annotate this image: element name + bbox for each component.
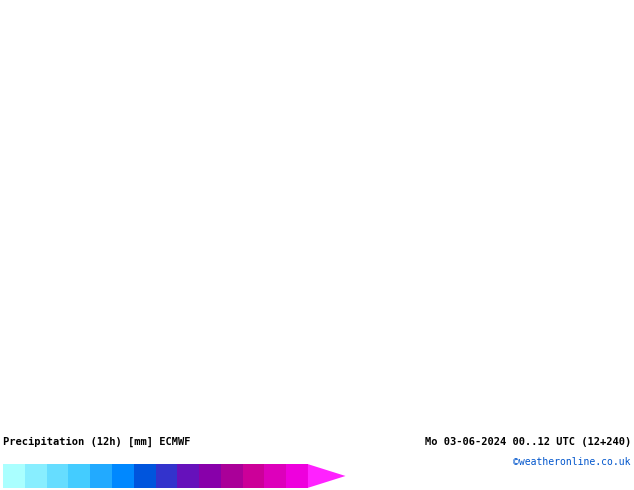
Text: Precipitation (12h) [mm] ECMWF: Precipitation (12h) [mm] ECMWF: [3, 437, 191, 447]
Polygon shape: [308, 464, 346, 488]
Text: Mo 03-06-2024 00..12 UTC (12+240): Mo 03-06-2024 00..12 UTC (12+240): [425, 437, 631, 447]
Bar: [90, 464, 112, 488]
Bar: [112, 464, 134, 488]
Bar: [68, 464, 90, 488]
Bar: [199, 464, 221, 488]
Bar: [47, 464, 68, 488]
Bar: [221, 464, 243, 488]
Text: ©weatheronline.co.uk: ©weatheronline.co.uk: [514, 457, 631, 467]
Bar: [134, 464, 155, 488]
Bar: [264, 464, 286, 488]
Bar: [286, 464, 308, 488]
Bar: [178, 464, 199, 488]
Bar: [3, 464, 25, 488]
Bar: [243, 464, 264, 488]
Bar: [155, 464, 178, 488]
Bar: [25, 464, 47, 488]
